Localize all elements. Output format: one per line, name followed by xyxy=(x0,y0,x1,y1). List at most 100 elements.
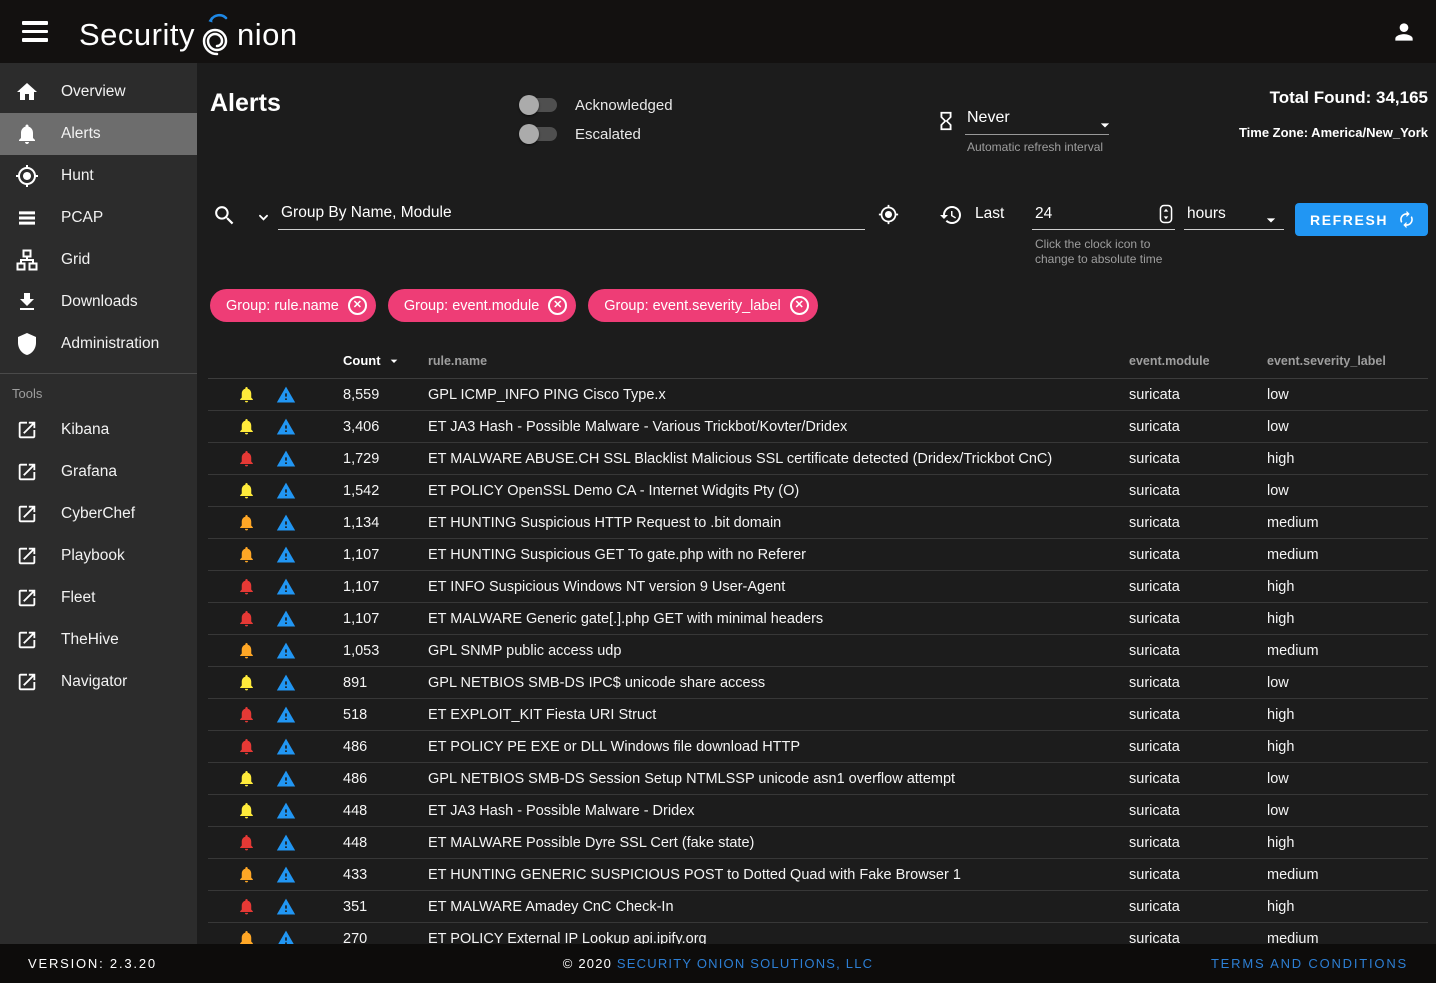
severity-bell-icon[interactable] xyxy=(228,929,264,944)
severity-bell-icon[interactable] xyxy=(228,769,264,788)
table-row[interactable]: 1,053GPL SNMP public access udpsuricatam… xyxy=(208,635,1428,667)
severity-bell-icon[interactable] xyxy=(228,833,264,852)
sidebar-tool-kibana[interactable]: Kibana xyxy=(0,409,197,451)
alert-warning-icon[interactable] xyxy=(264,481,308,501)
chip-close-icon[interactable]: ✕ xyxy=(348,296,367,315)
severity-bell-icon[interactable] xyxy=(228,865,264,884)
filter-chip[interactable]: Group: event.module✕ xyxy=(388,289,576,322)
bell-icon xyxy=(237,705,256,724)
severity-bell-icon[interactable] xyxy=(228,673,264,692)
sidebar-item-pcap[interactable]: PCAP xyxy=(0,197,197,239)
severity-bell-icon[interactable] xyxy=(228,449,264,468)
column-header-event-module[interactable]: event.module xyxy=(1123,354,1263,368)
sidebar-item-alerts[interactable]: Alerts xyxy=(0,113,197,155)
sidebar-item-hunt[interactable]: Hunt xyxy=(0,155,197,197)
bell-icon xyxy=(237,673,256,692)
alert-warning-icon[interactable] xyxy=(264,929,308,945)
alert-warning-icon[interactable] xyxy=(264,673,308,693)
refresh-button[interactable]: REFRESH xyxy=(1295,203,1428,236)
sidebar-item-overview[interactable]: Overview xyxy=(0,71,197,113)
sidebar-tool-grafana[interactable]: Grafana xyxy=(0,451,197,493)
table-row[interactable]: 1,542ET POLICY OpenSSL Demo CA - Interne… xyxy=(208,475,1428,507)
time-unit-select[interactable]: hours xyxy=(1187,205,1226,223)
table-row[interactable]: 518ET EXPLOIT_KIT Fiesta URI Structsuric… xyxy=(208,699,1428,731)
alert-warning-icon[interactable] xyxy=(264,705,308,725)
alert-severity: high xyxy=(1263,899,1428,915)
time-unit-chevron-icon[interactable] xyxy=(1261,210,1281,235)
table-row[interactable]: 1,107ET HUNTING Suspicious GET To gate.p… xyxy=(208,539,1428,571)
hamburger-menu-icon[interactable] xyxy=(13,10,57,54)
alert-warning-icon[interactable] xyxy=(264,833,308,853)
alert-warning-icon[interactable] xyxy=(264,897,308,917)
table-row[interactable]: 3,406ET JA3 Hash - Possible Malware - Va… xyxy=(208,411,1428,443)
severity-bell-icon[interactable] xyxy=(228,897,264,916)
user-account-icon[interactable] xyxy=(1386,14,1422,50)
table-row[interactable]: 1,134ET HUNTING Suspicious HTTP Request … xyxy=(208,507,1428,539)
severity-bell-icon[interactable] xyxy=(228,417,264,436)
column-header-rule-name[interactable]: rule.name xyxy=(428,354,1123,368)
filter-chip[interactable]: Group: event.severity_label✕ xyxy=(588,289,818,322)
copyright-link[interactable]: SECURITY ONION SOLUTIONS, LLC xyxy=(617,956,873,971)
alert-warning-icon[interactable] xyxy=(264,513,308,533)
alert-warning-icon[interactable] xyxy=(264,417,308,437)
acknowledged-toggle[interactable] xyxy=(522,98,557,112)
history-clock-icon[interactable] xyxy=(939,203,963,232)
sidebar-tool-cyberchef[interactable]: CyberChef xyxy=(0,493,197,535)
table-row[interactable]: 448ET MALWARE Possible Dyre SSL Cert (fa… xyxy=(208,827,1428,859)
table-row[interactable]: 1,107ET INFO Suspicious Windows NT versi… xyxy=(208,571,1428,603)
alert-warning-icon[interactable] xyxy=(264,737,308,757)
severity-bell-icon[interactable] xyxy=(228,513,264,532)
severity-bell-icon[interactable] xyxy=(228,737,264,756)
search-icon[interactable] xyxy=(212,203,237,233)
column-header-severity-label[interactable]: event.severity_label xyxy=(1263,354,1428,368)
alert-warning-icon[interactable] xyxy=(264,641,308,661)
crosshair-target-icon[interactable] xyxy=(878,204,899,230)
table-row[interactable]: 433ET HUNTING GENERIC SUSPICIOUS POST to… xyxy=(208,859,1428,891)
sidebar-item-grid[interactable]: Grid xyxy=(0,239,197,281)
time-value-input[interactable]: 24 xyxy=(1035,205,1052,223)
search-input[interactable]: Group By Name, Module xyxy=(281,204,452,222)
bell-icon xyxy=(237,865,256,884)
severity-bell-icon[interactable] xyxy=(228,385,264,404)
escalated-toggle[interactable] xyxy=(522,127,557,141)
chip-close-icon[interactable]: ✕ xyxy=(548,296,567,315)
filter-chip[interactable]: Group: rule.name✕ xyxy=(210,289,376,322)
alert-warning-icon[interactable] xyxy=(264,577,308,597)
severity-bell-icon[interactable] xyxy=(228,609,264,628)
table-row[interactable]: 486GPL NETBIOS SMB-DS Session Setup NTML… xyxy=(208,763,1428,795)
severity-bell-icon[interactable] xyxy=(228,705,264,724)
table-row[interactable]: 891GPL NETBIOS SMB-DS IPC$ unicode share… xyxy=(208,667,1428,699)
sidebar-tool-playbook[interactable]: Playbook xyxy=(0,535,197,577)
sidebar-tool-thehive[interactable]: TheHive xyxy=(0,619,197,661)
number-stepper-icon[interactable] xyxy=(1159,204,1173,229)
alert-warning-icon[interactable] xyxy=(264,609,308,629)
sidebar-tool-fleet[interactable]: Fleet xyxy=(0,577,197,619)
alert-warning-icon[interactable] xyxy=(264,801,308,821)
alert-warning-icon[interactable] xyxy=(264,865,308,885)
search-mode-chevron-icon[interactable] xyxy=(255,209,272,231)
alert-warning-icon[interactable] xyxy=(264,385,308,405)
severity-bell-icon[interactable] xyxy=(228,641,264,660)
severity-bell-icon[interactable] xyxy=(228,545,264,564)
alert-warning-icon[interactable] xyxy=(264,449,308,469)
chip-close-icon[interactable]: ✕ xyxy=(790,296,809,315)
table-row[interactable]: 270ET POLICY External IP Lookup api.ipif… xyxy=(208,923,1428,944)
severity-bell-icon[interactable] xyxy=(228,577,264,596)
sidebar-item-downloads[interactable]: Downloads xyxy=(0,281,197,323)
severity-bell-icon[interactable] xyxy=(228,801,264,820)
column-header-count[interactable]: Count xyxy=(308,353,428,369)
sidebar-tool-navigator[interactable]: Navigator xyxy=(0,661,197,703)
table-row[interactable]: 448ET JA3 Hash - Possible Malware - Drid… xyxy=(208,795,1428,827)
alert-warning-icon[interactable] xyxy=(264,769,308,789)
alert-warning-icon[interactable] xyxy=(264,545,308,565)
sidebar-item-administration[interactable]: Administration xyxy=(0,323,197,365)
refresh-interval-select[interactable]: Never xyxy=(967,109,1010,127)
terms-link[interactable]: TERMS AND CONDITIONS xyxy=(1211,956,1408,971)
table-row[interactable]: 8,559GPL ICMP_INFO PING Cisco Type.xsuri… xyxy=(208,379,1428,411)
severity-bell-icon[interactable] xyxy=(228,481,264,500)
chevron-down-icon[interactable] xyxy=(1095,115,1115,140)
table-row[interactable]: 486ET POLICY PE EXE or DLL Windows file … xyxy=(208,731,1428,763)
table-row[interactable]: 1,729ET MALWARE ABUSE.CH SSL Blacklist M… xyxy=(208,443,1428,475)
table-row[interactable]: 1,107ET MALWARE Generic gate[.].php GET … xyxy=(208,603,1428,635)
table-row[interactable]: 351ET MALWARE Amadey CnC Check-Insuricat… xyxy=(208,891,1428,923)
